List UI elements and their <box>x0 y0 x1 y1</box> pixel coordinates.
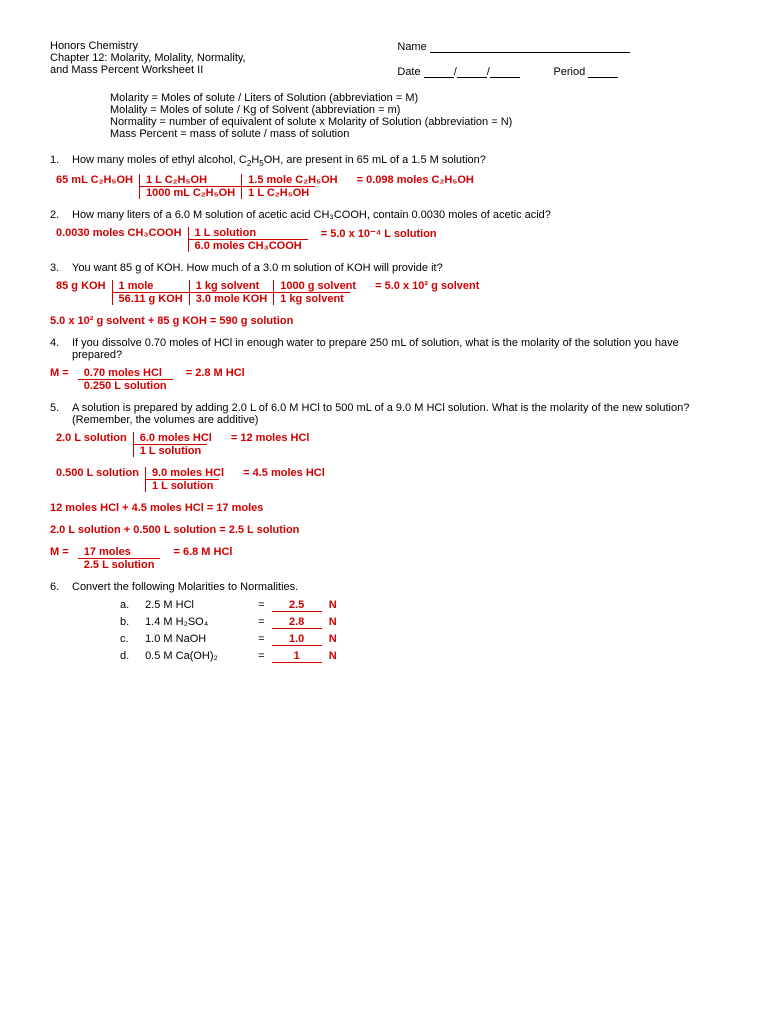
q5-line4: 2.0 L solution + 0.500 L solution = 2.5 … <box>50 524 718 536</box>
q6-row-a: a. 2.5 M HCl = 2.5 N <box>120 599 718 612</box>
def-mass-percent: Mass Percent = mass of solute / mass of … <box>110 128 718 140</box>
q2-calculation: 0.0030 moles CH₃COOH 1 L solution6.0 mol… <box>50 227 718 252</box>
question-3: 3. You want 85 g of KOH. How much of a 3… <box>50 262 718 274</box>
def-molarity: Molarity = Moles of solute / Liters of S… <box>110 92 718 104</box>
question-4: 4. If you dissolve 0.70 moles of HCl in … <box>50 337 718 361</box>
question-1: 1. How many moles of ethyl alcohol, C2H5… <box>50 154 718 168</box>
q5-calc-b: 0.500 L solution 9.0 moles HCl1 L soluti… <box>50 467 718 492</box>
question-6: 6. Convert the following Molarities to N… <box>50 581 718 593</box>
def-molality: Molality = Moles of solute / Kg of Solve… <box>110 104 718 116</box>
q1-calculation: 65 mL C₂H₅OH 1 L C₂H₅OH1000 mL C₂H₅OH 1.… <box>50 174 718 199</box>
header-left: Honors Chemistry Chapter 12: Molarity, M… <box>50 40 371 78</box>
q6-row-d: d. 0.5 M Ca(OH)₂ = 1 N <box>120 650 718 663</box>
q6-row-b: b. 1.4 M H₂SO₄ = 2.8 N <box>120 616 718 629</box>
date-period-row: Date // Period <box>397 65 718 78</box>
q6-conversions: a. 2.5 M HCl = 2.5 N b. 1.4 M H₂SO₄ = 2.… <box>120 599 718 663</box>
chapter-title: Chapter 12: Molarity, Molality, Normalit… <box>50 52 371 64</box>
name-field: Name <box>397 40 718 53</box>
q5-calc-a: 2.0 L solution 6.0 moles HCl1 L solution… <box>50 432 718 457</box>
q6-row-c: c. 1.0 M NaOH = 1.0 N <box>120 633 718 646</box>
q3-line2: 5.0 x 10² g solvent + 85 g KOH = 590 g s… <box>50 315 718 327</box>
definitions: Molarity = Moles of solute / Liters of S… <box>110 92 718 140</box>
header-right: Name Date // Period <box>397 40 718 78</box>
q5-line3: 12 moles HCl + 4.5 moles HCl = 17 moles <box>50 502 718 514</box>
course-title: Honors Chemistry <box>50 40 371 52</box>
question-5: 5. A solution is prepared by adding 2.0 … <box>50 402 718 426</box>
q3-calculation: 85 g KOH 1 mole56.11 g KOH 1 kg solvent3… <box>50 280 718 305</box>
q5-molarity: M = 17 moles2.5 L solution = 6.8 M HCl <box>50 546 718 571</box>
def-normality: Normality = number of equivalent of solu… <box>110 116 718 128</box>
question-2: 2. How many liters of a 6.0 M solution o… <box>50 209 718 221</box>
q4-calculation: M = 0.70 moles HCl0.250 L solution = 2.8… <box>50 367 718 392</box>
worksheet-subtitle: and Mass Percent Worksheet II <box>50 64 371 76</box>
worksheet-header: Honors Chemistry Chapter 12: Molarity, M… <box>50 40 718 78</box>
